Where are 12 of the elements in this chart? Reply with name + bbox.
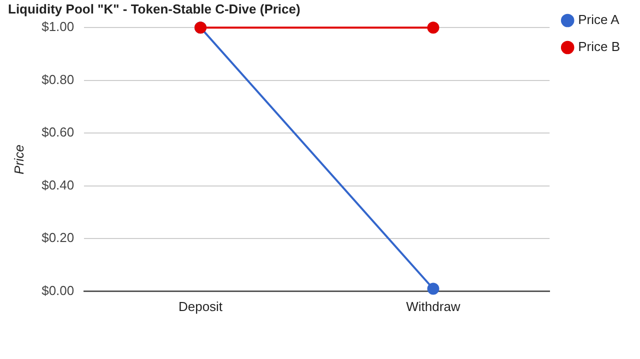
x-tick-label: Deposit xyxy=(178,298,223,314)
y-tick-label: $1.00 xyxy=(42,19,74,34)
y-axis-title: Price xyxy=(11,144,26,174)
legend-label: Price A xyxy=(578,12,620,28)
y-tick-label: $0.80 xyxy=(42,72,74,87)
x-tick-label: Withdraw xyxy=(406,298,461,314)
y-tick-label: $0.60 xyxy=(42,124,74,140)
legend-label: Price B xyxy=(578,39,620,54)
chart-title: Liquidity Pool "K" - Token-Stable C-Dive (Price) xyxy=(8,1,300,16)
y-tick-label: $0.20 xyxy=(42,230,74,246)
y-tick-label: $0.00 xyxy=(42,282,74,298)
y-tick-label: $0.40 xyxy=(42,177,74,192)
